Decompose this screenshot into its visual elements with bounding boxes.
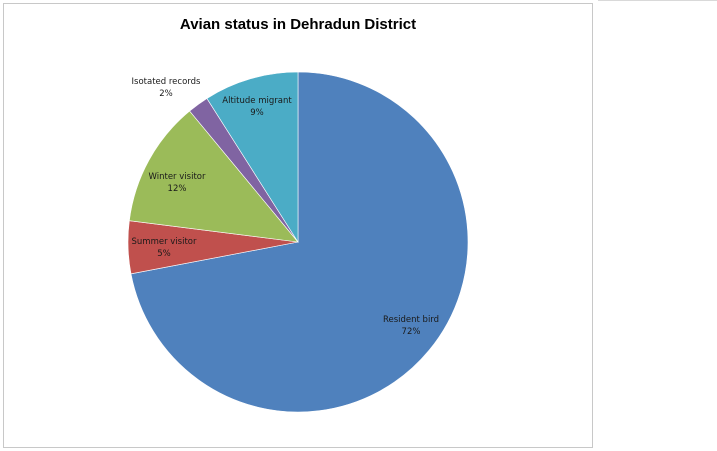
slice-name-winter-visitor: Winter visitor (149, 172, 206, 182)
slice-percent-resident-bird: 72% (402, 327, 421, 337)
slice-name-isotated-records: Isotated records (132, 77, 201, 87)
right-panel-divider (598, 0, 717, 1)
pie-slice-winter-visitor (129, 110, 299, 243)
right-panel (598, 0, 717, 451)
pie-labels: Resident bird 72% Summer visitor 5% Winter v… (132, 77, 440, 337)
slice-label-isotated-records: Isotated records 2% (132, 77, 201, 99)
chart-title: Avian status in Dehradun District (180, 16, 416, 33)
slice-label-summer-visitor: Summer visitor 5% (132, 237, 197, 259)
slice-label-winter-visitor: Winter visitor 12% (149, 172, 206, 194)
pie-slice-altitude-migrant (206, 71, 299, 244)
slice-label-resident-bird: Resident bird 72% (383, 315, 439, 337)
slice-name-altitude-migrant: Altitude migrant (222, 96, 292, 106)
slice-percent-altitude-migrant: 9% (250, 108, 264, 118)
slice-label-altitude-migrant: Altitude migrant 9% (222, 96, 292, 118)
slice-percent-winter-visitor: 12% (168, 184, 187, 194)
pie-slice-resident-bird (130, 71, 469, 413)
slice-percent-summer-visitor: 5% (157, 249, 171, 259)
slice-name-resident-bird: Resident bird (383, 315, 439, 325)
pie-slices (127, 71, 469, 413)
slice-percent-isotated-records: 2% (159, 89, 173, 99)
slice-name-summer-visitor: Summer visitor (132, 237, 197, 247)
